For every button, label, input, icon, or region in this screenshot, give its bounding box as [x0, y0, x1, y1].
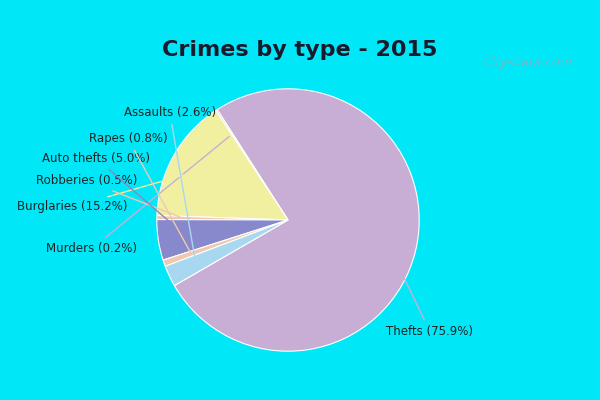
- Text: Assaults (2.6%): Assaults (2.6%): [124, 106, 216, 262]
- Wedge shape: [157, 220, 288, 260]
- Text: Crimes by type - 2015: Crimes by type - 2015: [163, 40, 437, 60]
- Text: Auto thefts (5.0%): Auto thefts (5.0%): [42, 152, 185, 235]
- Wedge shape: [175, 89, 419, 351]
- Text: Rapes (0.8%): Rapes (0.8%): [89, 132, 190, 252]
- Wedge shape: [157, 216, 288, 220]
- Wedge shape: [163, 220, 288, 266]
- Text: Burglaries (15.2%): Burglaries (15.2%): [17, 172, 196, 213]
- Wedge shape: [216, 110, 288, 220]
- Text: Robberies (0.5%): Robberies (0.5%): [36, 174, 183, 218]
- Wedge shape: [165, 220, 288, 286]
- Wedge shape: [157, 110, 288, 220]
- Text: Murders (0.2%): Murders (0.2%): [46, 136, 229, 255]
- Text: City-Data.com: City-Data.com: [484, 56, 572, 69]
- Text: Thefts (75.9%): Thefts (75.9%): [386, 246, 473, 338]
